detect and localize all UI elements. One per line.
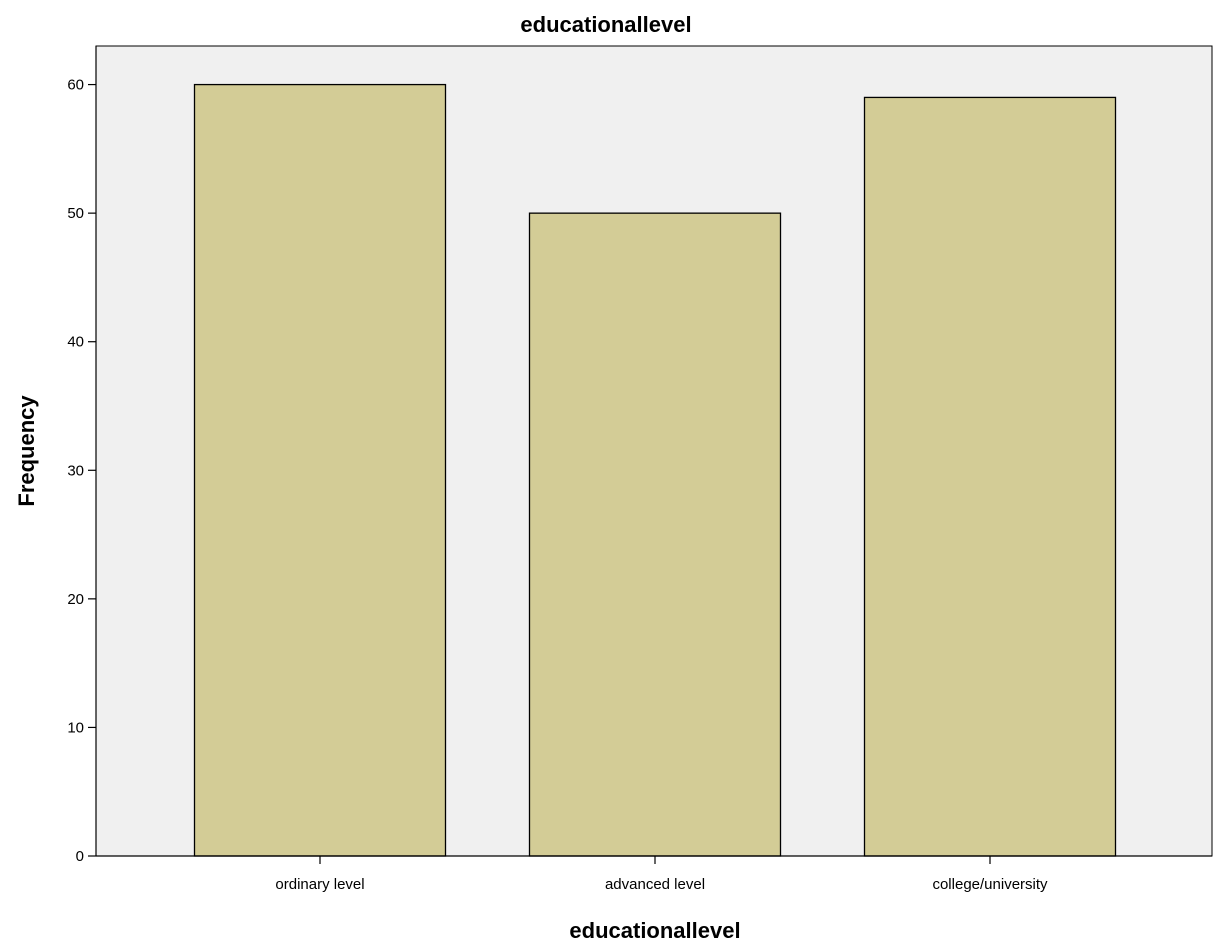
x-axis-title: educationallevel — [569, 918, 740, 943]
y-tick-label: 50 — [67, 205, 84, 222]
x-tick-label: ordinary level — [275, 876, 364, 893]
y-tick-label: 10 — [67, 719, 84, 736]
bar-college-university — [863, 96, 1117, 857]
chart-title: educationallevel — [520, 12, 691, 37]
y-axis-title: Frequency — [14, 395, 39, 507]
x-tick-label: advanced level — [605, 876, 705, 893]
y-tick-label: 20 — [67, 591, 84, 608]
x-tick-label: college/university — [932, 876, 1048, 893]
bar-ordinary-level — [193, 83, 447, 857]
bar-advanced-level — [528, 212, 782, 857]
y-tick-label: 0 — [76, 848, 84, 865]
x-axis-ticks: ordinary level advanced level college/univ… — [275, 856, 1048, 893]
y-tick-label: 30 — [67, 462, 84, 479]
y-tick-label: 40 — [67, 334, 84, 351]
y-tick-label: 60 — [67, 77, 84, 94]
bars-group — [193, 83, 1117, 857]
y-axis-ticks: 0 10 20 30 40 50 60 — [67, 77, 96, 865]
